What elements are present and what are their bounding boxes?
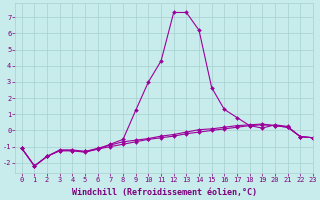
X-axis label: Windchill (Refroidissement éolien,°C): Windchill (Refroidissement éolien,°C)	[72, 188, 257, 197]
